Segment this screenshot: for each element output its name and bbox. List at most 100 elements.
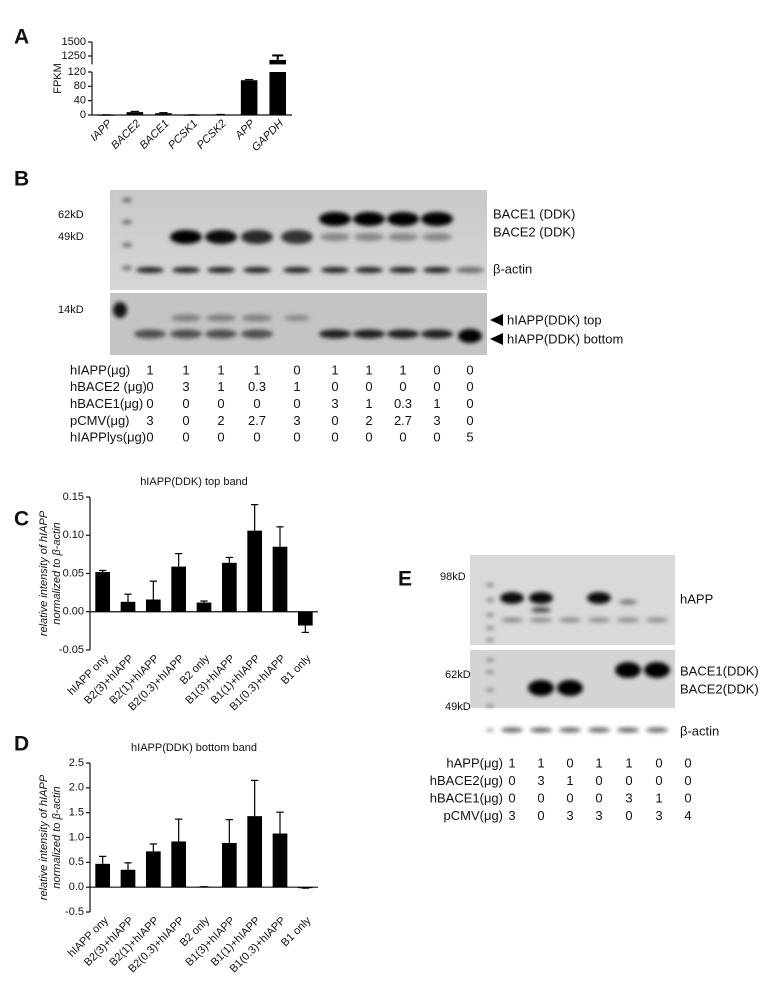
band xyxy=(486,728,494,732)
cell: 1 xyxy=(217,379,224,394)
band xyxy=(320,233,350,241)
arrow xyxy=(490,314,503,326)
band-label: BACE2 (DDK) xyxy=(493,224,575,239)
row-label: pCMV(μg) xyxy=(444,808,504,823)
band-label: hIAPP(DDK) bottom xyxy=(507,331,623,346)
cell: 0 xyxy=(365,379,372,394)
band xyxy=(486,598,494,602)
cell: 1 xyxy=(217,362,224,377)
band xyxy=(617,727,639,733)
cell: 1 xyxy=(146,362,153,377)
x-tick-label: APP xyxy=(233,117,258,142)
cell: 0 xyxy=(684,773,691,788)
cell: 1 xyxy=(293,379,300,394)
row-label: pCMV(μg) xyxy=(70,413,130,428)
cell: 1 xyxy=(625,755,632,770)
cell: 1 xyxy=(182,362,189,377)
cell: 0 xyxy=(331,379,338,394)
cell: 1 xyxy=(655,790,662,805)
cell: 0 xyxy=(146,430,153,445)
band xyxy=(353,212,385,226)
cell: 1 xyxy=(508,755,515,770)
cell: 0 xyxy=(684,755,691,770)
y-tick-label: 0.05 xyxy=(63,567,84,579)
cell: 0 xyxy=(293,396,300,411)
cell: 0 xyxy=(508,790,515,805)
cell: 0 xyxy=(655,773,662,788)
band xyxy=(456,267,484,273)
band xyxy=(588,617,610,623)
band xyxy=(486,704,494,708)
band xyxy=(387,329,419,339)
cell: 4 xyxy=(684,808,691,823)
cell: 0.3 xyxy=(248,379,266,394)
band xyxy=(486,670,494,674)
cell: 5 xyxy=(466,430,473,445)
band xyxy=(170,329,202,339)
y-tick-label: 120 xyxy=(68,66,86,78)
y-tick-label: 0.00 xyxy=(63,606,84,618)
bar xyxy=(145,599,161,612)
row-label: hBACE1(μg) xyxy=(70,396,143,411)
y-tick-label: 2.5 xyxy=(69,757,84,769)
cell: 0 xyxy=(595,773,602,788)
cell: 0 xyxy=(146,396,153,411)
y-tick-label: 1.5 xyxy=(69,807,84,819)
chart-title: hIAPP(DDK) bottom band xyxy=(131,742,257,754)
cell: 0 xyxy=(508,773,515,788)
band-label: β-actin xyxy=(680,723,719,738)
blot-e-lower xyxy=(470,650,675,708)
cell: 0 xyxy=(182,396,189,411)
cell: 3 xyxy=(146,413,153,428)
band-label: BACE2(DDK) xyxy=(680,681,759,696)
band-label: BACE1 (DDK) xyxy=(493,206,575,221)
band xyxy=(113,302,127,318)
y-tick-label: 80 xyxy=(74,80,86,92)
band xyxy=(587,592,611,604)
y-axis-label: relative intensity of hIAPP xyxy=(38,774,50,900)
cell: 0 xyxy=(684,790,691,805)
band xyxy=(170,230,202,244)
y-axis-label: normalized to β-actin xyxy=(51,522,63,624)
band-label: hIAPP(DDK) top xyxy=(507,312,602,327)
band xyxy=(207,267,235,273)
cell: 3 xyxy=(331,396,338,411)
cell: 0 xyxy=(253,396,260,411)
bar xyxy=(120,601,136,612)
cell: 1 xyxy=(399,362,406,377)
y-tick-label: 0.5 xyxy=(69,856,84,868)
cell: 1 xyxy=(365,362,372,377)
band xyxy=(241,329,273,339)
y-tick-label: 2.0 xyxy=(69,782,84,794)
band xyxy=(458,329,482,343)
cell: 3 xyxy=(595,808,602,823)
band xyxy=(646,617,668,623)
chart-title: hIAPP(DDK) top band xyxy=(140,476,248,488)
cell: 2.7 xyxy=(394,413,412,428)
band xyxy=(388,233,418,241)
cell: 1 xyxy=(537,755,544,770)
cell: 0 xyxy=(182,413,189,428)
band xyxy=(501,727,523,733)
cell: 0 xyxy=(293,362,300,377)
bar xyxy=(272,833,288,888)
cell: 2 xyxy=(365,413,372,428)
panel-letter: E xyxy=(398,568,412,591)
blot-bands xyxy=(113,198,670,733)
band xyxy=(421,212,453,226)
cell: 3 xyxy=(433,413,440,428)
x-tick-label: PCSK1 xyxy=(166,118,200,152)
band xyxy=(528,680,554,696)
band xyxy=(122,220,132,224)
band xyxy=(136,267,164,273)
x-tick-label: BACE1 xyxy=(138,118,172,152)
band xyxy=(241,230,273,244)
bar xyxy=(269,59,286,65)
size-marker: 49kD xyxy=(445,701,471,713)
cell: 0 xyxy=(331,413,338,428)
bar xyxy=(95,571,111,612)
row-label: hIAPPlys(μg) xyxy=(70,430,146,445)
band xyxy=(172,267,200,273)
band xyxy=(355,267,383,273)
